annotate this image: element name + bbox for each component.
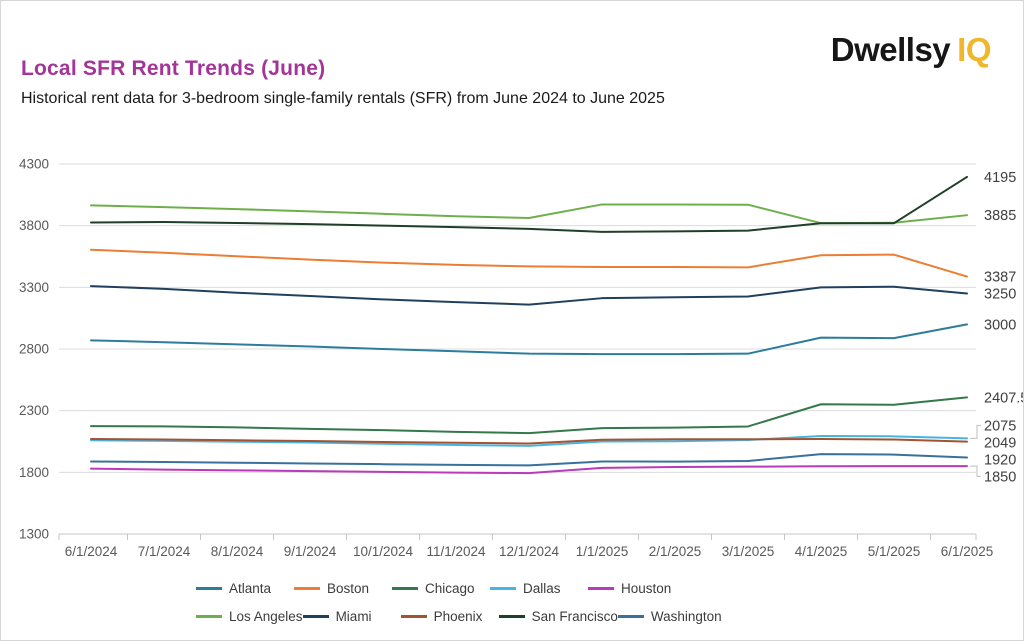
- y-tick-label: 3300: [19, 280, 49, 295]
- legend-swatch-icon: [392, 587, 418, 590]
- legend-label: Dallas: [523, 581, 561, 596]
- legend-item-boston: Boston: [294, 581, 392, 596]
- x-tick-label: 2/1/2025: [649, 544, 702, 559]
- page-title: Local SFR Rent Trends (June): [21, 57, 326, 80]
- series-line-chicago: [90, 396, 968, 435]
- legend-swatch-icon: [196, 587, 222, 590]
- legend-swatch-icon: [400, 615, 427, 618]
- series-line-miami: [90, 285, 968, 306]
- end-value-label-dallas: 2075: [984, 418, 1016, 434]
- series-line-san-francisco: [90, 175, 968, 233]
- legend-item-houston: Houston: [588, 581, 686, 596]
- series-line-phoenix: [90, 438, 968, 445]
- legend-swatch-icon: [196, 615, 222, 618]
- legend-item-los-angeles: Los Angeles: [196, 609, 303, 624]
- x-tick-label: 12/1/2024: [499, 544, 560, 559]
- y-tick-label: 3800: [19, 218, 49, 233]
- legend-swatch-icon: [498, 615, 525, 618]
- logo-text-iq: IQ: [957, 31, 991, 68]
- y-tick-label: 2800: [19, 342, 49, 357]
- legend-label: Atlanta: [229, 581, 272, 596]
- end-label-leader-line: [970, 424, 981, 439]
- x-tick-label: 9/1/2024: [284, 544, 337, 559]
- legend-label: Phoenix: [433, 609, 483, 624]
- x-tick-label: 6/1/2025: [941, 544, 994, 559]
- legend-item-atlanta: Atlanta: [196, 581, 294, 596]
- legend-item-phoenix: Phoenix: [400, 609, 499, 624]
- x-tick-label: 3/1/2025: [722, 544, 775, 559]
- legend-label: San Francisco: [531, 609, 618, 624]
- legend-swatch-icon: [588, 587, 614, 590]
- chart-legend: Atlanta Boston Chicago Dallas Houston Los Ang…: [196, 581, 722, 624]
- end-label-leader-line: [970, 465, 981, 477]
- end-value-label-miami: 3250: [984, 287, 1016, 303]
- x-tick-label: 5/1/2025: [868, 544, 921, 559]
- end-value-label-phoenix: 2049: [984, 435, 1016, 451]
- y-tick-label: 4300: [19, 157, 49, 172]
- series-line-los-angeles: [90, 203, 968, 225]
- series-line-atlanta: [90, 323, 968, 356]
- x-tick-label: 1/1/2025: [576, 544, 629, 559]
- legend-label: Los Angeles: [229, 609, 303, 624]
- legend-swatch-icon: [302, 615, 329, 618]
- end-value-label-los-angeles: 3885: [984, 208, 1016, 224]
- end-value-label-atlanta: 3000: [984, 317, 1016, 333]
- series-line-houston: [90, 465, 968, 475]
- y-tick-label: 2300: [19, 403, 49, 418]
- legend-item-chicago: Chicago: [392, 581, 490, 596]
- y-tick-label: 1300: [19, 527, 49, 542]
- logo-text-dwellsy: Dwellsy: [830, 31, 951, 68]
- legend-item-dallas: Dallas: [490, 581, 588, 596]
- legend-label: Boston: [327, 581, 370, 596]
- series-line-dallas: [90, 434, 968, 447]
- end-value-label-chicago: 2407.5: [984, 390, 1024, 406]
- series-line-washington: [90, 453, 968, 467]
- x-tick-label: 8/1/2024: [211, 544, 264, 559]
- end-value-label-san-francisco: 4195: [984, 170, 1016, 186]
- legend-swatch-icon: [294, 587, 320, 590]
- x-tick-label: 7/1/2024: [138, 544, 191, 559]
- legend-item-miami: Miami: [302, 609, 401, 624]
- x-tick-label: 10/1/2024: [353, 544, 414, 559]
- y-tick-label: 1800: [19, 465, 49, 480]
- legend-row: Atlanta Boston Chicago Dallas Houston: [196, 581, 722, 596]
- x-tick-label: 6/1/2024: [65, 544, 118, 559]
- legend-item-san-francisco: San Francisco: [498, 609, 618, 624]
- series-line-boston: [90, 248, 968, 278]
- legend-label: Houston: [621, 581, 672, 596]
- legend-label: Miami: [335, 609, 372, 624]
- end-value-label-washington: 1920: [984, 452, 1016, 468]
- end-value-label-houston: 1850: [984, 469, 1016, 485]
- page-subtitle: Historical rent data for 3-bedroom singl…: [21, 90, 665, 107]
- x-tick-label: 11/1/2024: [426, 544, 486, 559]
- x-tick-label: 4/1/2025: [795, 544, 848, 559]
- legend-swatch-icon: [617, 615, 644, 618]
- legend-label: Washington: [650, 609, 722, 624]
- legend-row: Los Angeles Miami Phoenix San Francisco Wash…: [196, 609, 722, 624]
- legend-item-washington: Washington: [617, 609, 722, 624]
- dwellsy-iq-logo: Dwellsy IQ: [830, 31, 992, 69]
- end-value-label-boston: 3387: [984, 270, 1016, 286]
- legend-label: Chicago: [425, 581, 475, 596]
- legend-swatch-icon: [490, 587, 516, 590]
